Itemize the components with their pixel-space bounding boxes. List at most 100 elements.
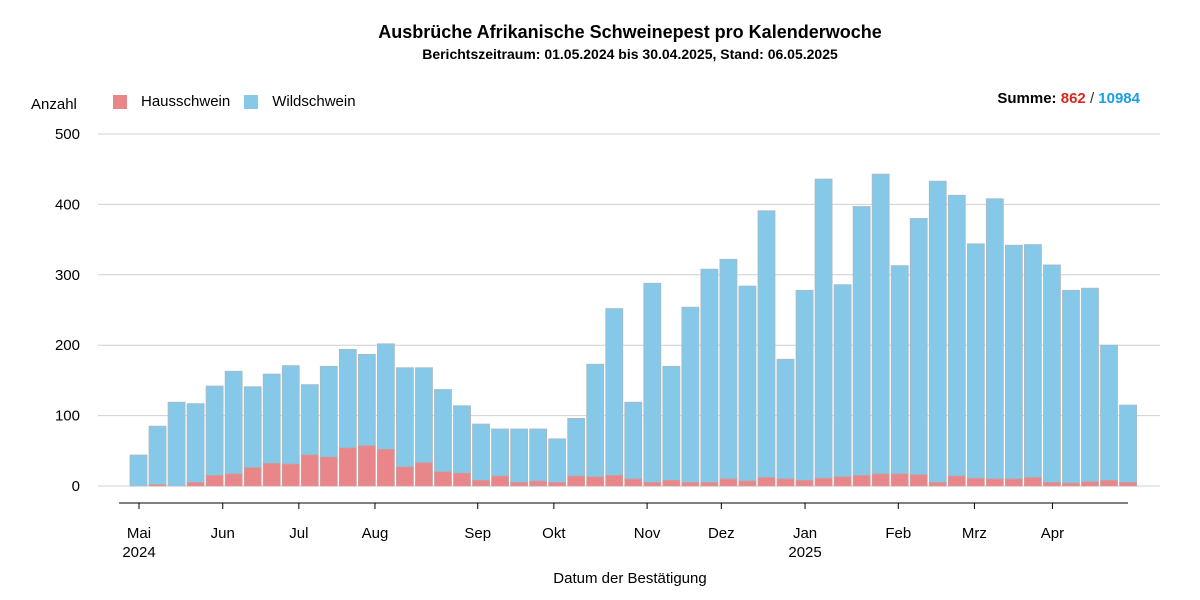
bar-wild [357, 353, 376, 447]
x-tick-label: Mai [127, 525, 151, 542]
bar-domestic [434, 471, 452, 487]
bar-domestic [605, 475, 624, 487]
bar-domestic [776, 478, 795, 487]
bar-wild [434, 389, 452, 473]
bar-wild [681, 306, 700, 483]
x-tick-year: 2025 [788, 544, 821, 561]
bar-domestic [947, 475, 966, 487]
x-tick-label: Nov [634, 525, 661, 542]
x-tick-label: Jun [211, 525, 235, 542]
y-axis-label: Anzahl [31, 96, 77, 113]
bar-domestic [1062, 482, 1080, 487]
bar-domestic [376, 448, 395, 487]
bar-domestic [338, 447, 357, 487]
bar-wild [300, 384, 319, 456]
bar-domestic [757, 477, 776, 487]
bar-domestic [795, 479, 814, 487]
bar-wild [966, 243, 985, 479]
bar-wild [605, 308, 624, 476]
x-axis-label: Datum der Bestätigung [553, 570, 707, 587]
bar-domestic [928, 482, 947, 487]
bar-wild [814, 178, 833, 479]
bar-wild [567, 418, 586, 477]
bar-domestic [548, 482, 567, 487]
bar-wild [491, 428, 509, 477]
bar-domestic [719, 478, 738, 487]
bar-domestic [890, 473, 909, 487]
summary-separator: / [1089, 90, 1095, 107]
bar-domestic [833, 476, 852, 487]
bar-domestic [262, 463, 281, 487]
legend-item-domestic: Hausschwein [113, 93, 230, 110]
bar-wild [738, 285, 757, 482]
x-tick-label: Jan [793, 525, 817, 542]
summary-total: Summe: 862 / 10984 [997, 90, 1140, 107]
bar-wild [167, 401, 186, 487]
bar-wild [1024, 244, 1042, 478]
bar-domestic [148, 484, 167, 487]
bar-wild [415, 367, 433, 464]
bar-domestic [871, 473, 890, 487]
bar-wild [928, 180, 947, 483]
bar-wild [1004, 244, 1023, 480]
bar-wild [1100, 344, 1118, 481]
bar-domestic [643, 482, 662, 487]
x-tick-label: Aug [362, 525, 389, 542]
bar-domestic [491, 475, 509, 487]
bar-domestic [510, 482, 529, 487]
bar-wild [548, 438, 567, 483]
bar-domestic [357, 445, 376, 487]
bar-domestic [681, 482, 700, 487]
y-tick-label: 500 [55, 126, 80, 143]
bar-domestic [567, 475, 586, 487]
x-tick-label: Feb [885, 525, 911, 542]
x-tick-year: 2024 [122, 544, 155, 561]
bar-wild [338, 349, 357, 449]
bar-domestic [662, 479, 681, 487]
bar-wild [186, 403, 205, 483]
bar-domestic [205, 475, 224, 487]
bar-wild [1119, 404, 1137, 483]
y-tick-label: 200 [55, 337, 80, 354]
bar-domestic [1100, 479, 1118, 487]
bar-domestic [700, 482, 719, 487]
summary-label: Summe: [997, 90, 1057, 107]
bar-wild [833, 284, 852, 478]
bar-wild [757, 210, 776, 478]
bar-domestic [814, 477, 833, 487]
bar-wild [852, 206, 871, 476]
legend-swatch-domestic [113, 94, 127, 109]
bar-domestic [1024, 477, 1042, 487]
bar-wild [510, 428, 529, 483]
x-tick-label: Sep [464, 525, 491, 542]
y-tick-label: 100 [55, 408, 80, 425]
bar-domestic [738, 480, 757, 487]
legend-label-domestic: Hausschwein [141, 93, 231, 110]
y-tick-label: 0 [72, 478, 80, 495]
bar-wild [472, 423, 490, 481]
bar-wild [776, 358, 795, 480]
bar-wild [985, 198, 1004, 480]
bar-wild [947, 194, 966, 477]
bar-domestic [852, 475, 871, 487]
bar-domestic [453, 472, 471, 487]
x-tick-label: Okt [542, 525, 566, 542]
legend: Hausschwein Wildschwein [113, 93, 370, 110]
x-tick-label: Mrz [962, 525, 987, 542]
bar-wild [262, 373, 281, 464]
bar-wild [529, 428, 548, 482]
summary-wild-total: 10984 [1098, 90, 1140, 107]
y-tick-label: 300 [55, 267, 80, 284]
bar-wild [319, 365, 338, 458]
bar-domestic [1004, 478, 1023, 487]
x-tick-label: Apr [1041, 525, 1064, 542]
bar-domestic [529, 480, 548, 487]
bar-wild [719, 258, 738, 480]
bar-wild [700, 268, 719, 483]
bar-wild [662, 365, 681, 481]
bar-domestic [1043, 482, 1061, 487]
bar-domestic [281, 463, 300, 487]
x-tick-label: Dez [708, 525, 735, 542]
bar-wild [890, 265, 909, 475]
